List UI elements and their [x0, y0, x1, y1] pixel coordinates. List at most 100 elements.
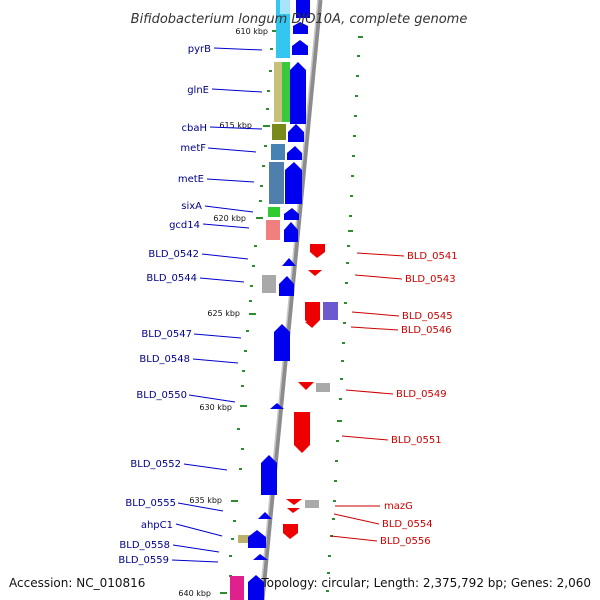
tick: [358, 36, 363, 38]
tick: [340, 378, 343, 380]
gene-arrow: [298, 382, 314, 390]
tick: [355, 95, 358, 97]
kbp-tick-mark: [220, 592, 227, 594]
kbp-label: 625 kbp: [207, 309, 240, 318]
gene-block-cyan: [276, 0, 290, 58]
gene-arrow: [287, 508, 300, 513]
gene-arrow: [290, 62, 306, 124]
kbp-tick-mark: [240, 405, 247, 407]
tick: [244, 350, 247, 352]
gene-label: BLD_0543: [405, 274, 456, 285]
gene-arrow: [308, 270, 322, 276]
left-gene-labels: pyrB glnE cbaH metF metE sixA gcd14 BLD_…: [118, 44, 211, 566]
gene-block-olive: [238, 535, 250, 543]
gene-block-steelblue: [271, 144, 285, 160]
tick: [328, 555, 331, 557]
tick: [334, 480, 337, 482]
gene-arrow: [261, 455, 277, 495]
gene-label: BLD_0544: [146, 273, 197, 284]
tick: [351, 175, 354, 177]
tick: [352, 155, 355, 157]
kbp-tick-mark: [249, 313, 256, 315]
gene-label: ahpC1: [141, 520, 173, 531]
gene-label: BLD_0548: [139, 354, 190, 365]
kbp-label: 620 kbp: [213, 214, 246, 223]
gene-label: pyrB: [188, 44, 211, 55]
tick: [262, 165, 265, 167]
tick: [270, 48, 273, 50]
gene-label: BLD_0547: [141, 329, 192, 340]
gene-block-gray: [316, 383, 330, 392]
kbp-label: 630 kbp: [199, 403, 232, 412]
tick: [342, 342, 345, 344]
gene-label: BLD_0559: [118, 555, 169, 566]
gene-arrow: [282, 258, 296, 266]
gene-arrow: [294, 412, 310, 453]
gene-label: BLD_0546: [401, 325, 452, 336]
gene-arrow: [270, 403, 284, 409]
tick: [335, 460, 338, 462]
gene-arrow: [286, 499, 302, 505]
gene-arrow: [279, 276, 294, 296]
gene-arrow: [284, 222, 298, 242]
tick: [241, 385, 244, 387]
tick: [346, 262, 349, 264]
gene-label: BLD_0541: [407, 251, 458, 262]
tick: [246, 330, 249, 332]
tick: [241, 448, 244, 450]
gene-label: BLD_0545: [402, 311, 453, 322]
gene-arrow: [293, 22, 308, 34]
gene-arrow: [284, 208, 299, 220]
topology-text: Topology: circular; Length: 2,375,792 bp…: [260, 576, 591, 590]
kbp-tick-mark: [231, 500, 238, 502]
gene-block-salmon: [266, 220, 280, 240]
gene-arrow: [248, 530, 266, 548]
tick: [332, 518, 335, 520]
tick: [349, 215, 352, 217]
tick: [252, 265, 255, 267]
gene-arrow: [248, 575, 264, 600]
right-gene-labels: BLD_0541 BLD_0543 BLD_0545 BLD_0546 BLD_…: [380, 251, 458, 547]
left-strand-genes: [248, 0, 310, 600]
gene-block-khaki: [274, 62, 282, 122]
gene-arrow: [305, 302, 320, 328]
gene-label: mazG: [384, 501, 413, 512]
tick: [267, 90, 270, 92]
tick: [260, 185, 263, 187]
gene-arrow: [274, 324, 290, 361]
gene-arrow: [310, 244, 325, 258]
left-leader-lines: [171, 47, 263, 563]
tick: [259, 200, 262, 202]
tick: [343, 322, 346, 324]
kbp-label: 635 kbp: [189, 496, 222, 505]
gene-label: BLD_0552: [130, 459, 181, 470]
tick: [264, 145, 267, 147]
tick: [249, 300, 252, 302]
gene-label: glnE: [187, 85, 209, 96]
gene-arrow: [288, 124, 304, 142]
tick: [348, 230, 353, 232]
gene-label: cbaH: [182, 123, 208, 134]
gene-label: BLD_0556: [380, 536, 431, 547]
gene-label: BLD_0554: [382, 519, 433, 530]
gene-block-olive: [272, 124, 286, 140]
tick: [345, 282, 348, 284]
tick: [350, 195, 353, 197]
gene-arrow: [287, 146, 302, 160]
tick: [266, 108, 269, 110]
tick: [239, 468, 242, 470]
tick: [233, 520, 236, 522]
gene-block-green: [282, 62, 290, 122]
tick: [269, 70, 272, 72]
gene-label: metE: [178, 174, 204, 185]
tick: [339, 398, 342, 400]
genome-backbone-highlight: [259, 0, 319, 600]
gene-label: BLD_0542: [148, 249, 199, 260]
accession-text: Accession: NC_010816: [9, 576, 145, 590]
tick: [254, 245, 257, 247]
tick: [333, 500, 336, 502]
kbp-label: 640 kbp: [178, 589, 211, 598]
gene-label: sixA: [181, 201, 202, 212]
scale-ticks-left: [229, 48, 273, 577]
